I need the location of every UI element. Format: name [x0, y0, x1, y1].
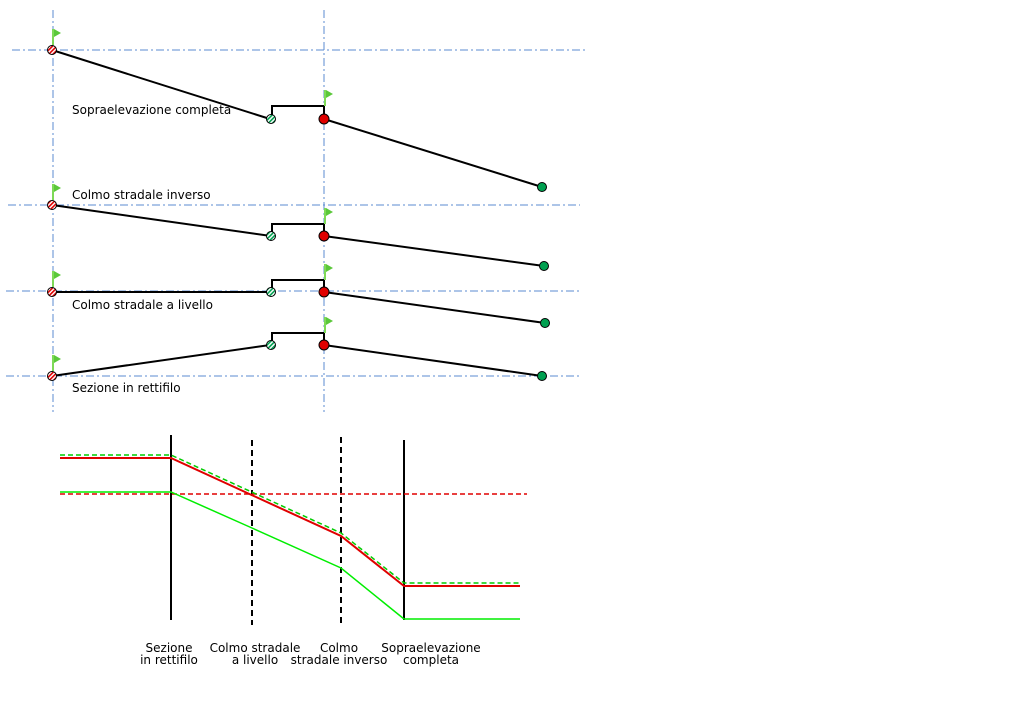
profile-colmo-inverso: Colmo stradale inverso: [47, 183, 549, 271]
profile-sopraelevazione: Sopraelevazione completa: [47, 28, 547, 192]
red-point: [318, 339, 330, 351]
red-edge-line: [60, 457, 520, 587]
chart-label-colmo-inverso-1: Colmo: [320, 641, 358, 655]
flag-icon: [52, 28, 62, 46]
red-point: [318, 113, 330, 125]
label-colmo-livello: Colmo stradale a livello: [72, 298, 213, 312]
flag-icon: [52, 354, 62, 372]
flag-icon: [52, 183, 62, 201]
red-point: [318, 230, 330, 242]
label-rettifilo: Sezione in rettifilo: [72, 381, 181, 395]
hatched-green-point: [266, 114, 276, 124]
label-colmo-inverso: Colmo stradale inverso: [72, 188, 211, 202]
green-dashed-edge-line: [60, 454, 520, 584]
transition-diagram: Sezione in rettifilo Colmo stradale a li…: [60, 435, 527, 667]
chart-label-sopraelevazione-1: Sopraelevazione: [381, 641, 480, 655]
hatched-red-point: [47, 371, 57, 381]
chart-label-rettifilo-1: Sezione: [146, 641, 193, 655]
hatched-green-point: [266, 231, 276, 241]
profile-rettifilo: Sezione in rettifilo: [47, 316, 547, 395]
hatched-green-point: [266, 287, 276, 297]
chart-label-rettifilo-2: in rettifilo: [140, 653, 198, 667]
chart-label-sopraelevazione-2: completa: [403, 653, 459, 667]
flag-icon: [324, 316, 334, 334]
chart-label-colmo-inverso-2: stradale inverso: [291, 653, 388, 667]
red-point: [318, 286, 330, 298]
hatched-red-point: [47, 200, 57, 210]
flag-icon: [324, 207, 334, 225]
flag-icon: [52, 270, 62, 288]
green-point: [540, 318, 550, 328]
label-sopraelevazione: Sopraelevazione completa: [72, 103, 231, 117]
green-point: [537, 182, 547, 192]
green-point: [539, 261, 549, 271]
green-point: [537, 371, 547, 381]
green-edge-line: [60, 491, 520, 620]
hatched-green-point: [266, 340, 276, 350]
flag-icon: [324, 263, 334, 281]
hatched-red-point: [47, 287, 57, 297]
hatched-red-point: [47, 45, 57, 55]
profile-colmo-livello: Colmo stradale a livello: [47, 263, 550, 328]
chart-label-colmo-livello-2: a livello: [232, 653, 278, 667]
flag-icon: [324, 89, 334, 107]
chart-label-colmo-livello-1: Colmo stradale: [210, 641, 301, 655]
